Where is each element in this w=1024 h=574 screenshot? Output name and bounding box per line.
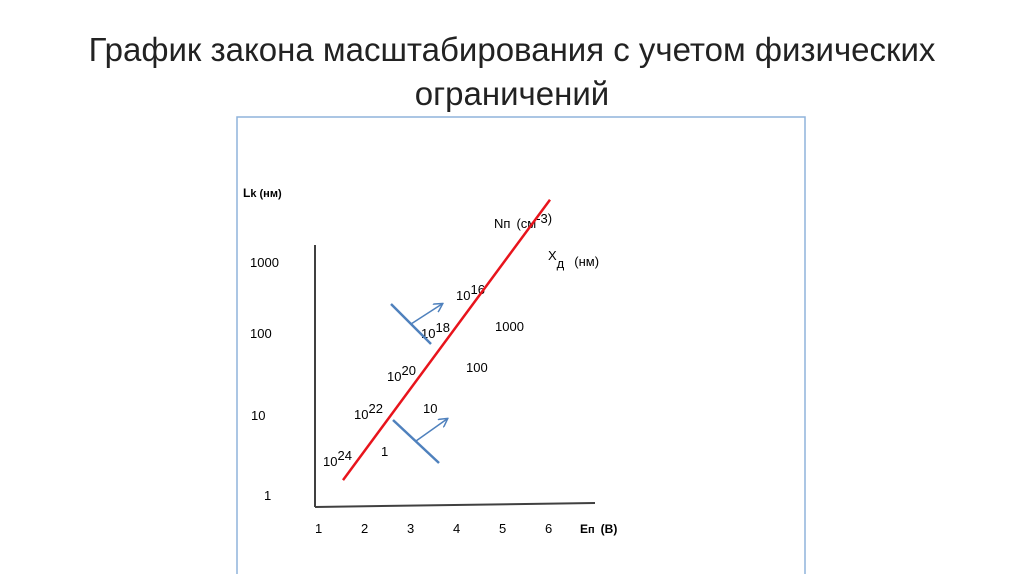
- direction-arrow-lower: [415, 419, 447, 442]
- y-tick-label: 1000: [250, 255, 279, 270]
- doping-label: 1020: [387, 363, 416, 384]
- slide-title-line1: График закона масштабирования с учетом ф…: [88, 31, 936, 68]
- depletion-label: 1: [381, 444, 388, 459]
- y-axis-title-main: L: [243, 186, 250, 200]
- x-tick-label: 2: [361, 521, 368, 536]
- y-tick-label: 100: [250, 326, 272, 341]
- depletion-title-main: X: [548, 248, 557, 263]
- depletion-scale-title: Xд (нм): [548, 248, 599, 271]
- direction-arrow-upper: [410, 304, 442, 325]
- x-tick-label: 4: [453, 521, 460, 536]
- series-line: [341, 198, 552, 481]
- y-tick-label: 10: [251, 408, 265, 423]
- y-tick-label: 1: [264, 488, 271, 503]
- x-axis-title-unit: (В): [601, 522, 618, 536]
- x-tick-label: 1: [315, 521, 322, 536]
- x-axis-title-main: E: [580, 522, 588, 536]
- x-axis-title-sub: п: [588, 524, 595, 536]
- chart-frame: [236, 116, 806, 574]
- doping-title-sub: п: [503, 216, 510, 231]
- depletion-label: 100: [466, 360, 488, 375]
- doping-title-unit: (см: [516, 216, 536, 231]
- slide-title: График закона масштабирования с учетом ф…: [0, 28, 1024, 116]
- doping-label: 1022: [354, 401, 383, 422]
- x-axis-line: [314, 502, 596, 508]
- x-axis-title: Eп (В): [580, 522, 617, 536]
- x-tick-label: 6: [545, 521, 552, 536]
- y-axis-title: Lk (нм): [243, 186, 282, 200]
- depletion-label: 10: [423, 401, 437, 416]
- doping-label: 1024: [323, 448, 352, 469]
- x-tick-label: 5: [499, 521, 506, 536]
- doping-scale-title: Nп (см-3): [494, 211, 552, 231]
- doping-title-main: N: [494, 216, 503, 231]
- slide-title-line2: ограничений: [414, 75, 610, 112]
- depletion-label: 1000: [495, 319, 524, 334]
- depletion-title-sub: д: [557, 256, 565, 271]
- x-tick-label: 3: [407, 521, 414, 536]
- perpendicular-marker-lower: [392, 419, 440, 464]
- depletion-title-unit: (нм): [574, 254, 599, 269]
- y-axis-title-sub: k (нм): [250, 188, 282, 200]
